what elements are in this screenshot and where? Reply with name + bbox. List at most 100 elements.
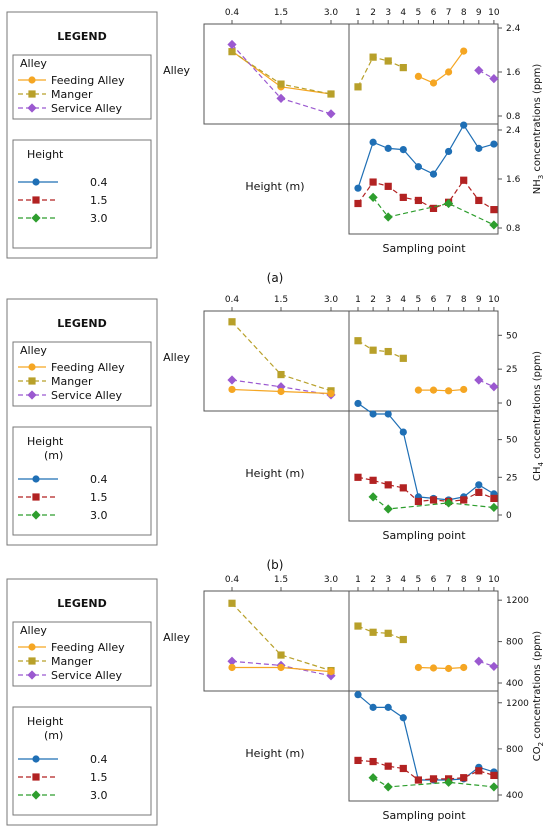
y-tick-label: 400: [506, 679, 523, 689]
legend-item-service-alley: Service Alley: [18, 389, 123, 402]
height-series-1-5-point-7: [460, 496, 468, 504]
interaction-series-service-alley: [227, 39, 336, 119]
interaction-series-feeding-alley-point-2: [327, 389, 335, 398]
height-series-3-0-point-1: [383, 782, 393, 792]
interaction-series-feeding-alley-point-0: [228, 663, 236, 672]
legend-item-service-alley: Service Alley: [18, 102, 123, 115]
sampling-tick-label: 9: [476, 295, 482, 305]
alley-series-feeding-alley-point-2: [445, 387, 453, 395]
alley-series-feeding-alley-point-1: [429, 79, 438, 87]
height-series-1-5-point-7: [460, 176, 468, 184]
legend-item-label: 3.0: [90, 509, 108, 522]
legend-item-manger: Manger: [18, 655, 93, 668]
height-series-1-5-line: [357, 179, 495, 211]
legend-height-title: Height: [27, 148, 64, 161]
sampling-tick-label: 5: [416, 295, 422, 305]
legend-item-label: 3.0: [90, 789, 108, 802]
height-series-3-0-point-3: [489, 782, 499, 792]
legend-alley-title: Alley: [20, 57, 47, 70]
height-tick-label: 1.5: [274, 575, 288, 585]
height-tick-label: 0.4: [225, 295, 240, 305]
height-series-3-0-line: [372, 197, 495, 226]
sampling-tick-label: 8: [461, 295, 467, 305]
legend-swatch-marker: [28, 76, 36, 84]
y-tick-label: 2.4: [506, 126, 521, 136]
height-series-0-4-point-1: [369, 703, 377, 711]
col-label-height: Height (m): [245, 747, 304, 760]
legend-title: LEGEND: [57, 317, 106, 330]
height-series-1-5-point-4: [414, 497, 422, 506]
legend-swatch-marker: [31, 510, 41, 520]
alley-series-manger: [354, 622, 407, 644]
alley-series-feeding-alley-point-3: [460, 385, 468, 394]
data-series: [227, 39, 499, 230]
row-label-alley: Alley: [163, 631, 190, 644]
height-series-0-4-point-5: [429, 170, 438, 178]
height-series-0-4: [354, 121, 498, 192]
interaction-series-manger-point-1: [277, 651, 285, 659]
interaction-series-service-alley-point-2: [326, 109, 336, 119]
y-tick-label: 50: [506, 436, 518, 446]
alley-series-manger: [354, 337, 407, 362]
y-tick-label: 1200: [506, 596, 529, 606]
alley-series-feeding-alley-point-1: [429, 664, 438, 672]
alley-series-manger-point-1: [369, 53, 377, 61]
height-series-3-0-point-0: [368, 192, 378, 202]
height-series-1-5-point-1: [369, 757, 377, 766]
legend-title: LEGEND: [57, 597, 106, 610]
legend-height-frame: [12, 139, 152, 249]
legend-item-label: Manger: [51, 88, 93, 101]
legend-swatch-marker: [28, 643, 36, 651]
height-series-0-4-point-3: [399, 714, 407, 722]
legend-swatch-marker: [28, 657, 36, 665]
legend-height-unit: (m): [44, 449, 63, 462]
sampling-tick-label: 3: [385, 575, 391, 585]
height-series-1-5-point-8: [475, 767, 483, 775]
height-series-0-4-point-0: [354, 399, 362, 408]
height-series-1-5-point-1: [369, 476, 377, 484]
height-series-3-0: [368, 192, 499, 230]
y-tick-label: 0: [506, 511, 512, 521]
legend-height-title: Height: [27, 435, 64, 448]
alley-series-manger-point-1: [369, 628, 377, 636]
height-series-3-0-point-2: [444, 198, 454, 209]
alley-series-manger-point-3: [399, 64, 407, 72]
height-series-0-4-point-9: [490, 140, 498, 148]
legend-item-height-1.5: 1.5: [18, 771, 108, 784]
legend-item-label: Feeding Alley: [51, 74, 125, 87]
legend-item-manger: Manger: [18, 88, 93, 101]
height-series-3-0-line: [372, 777, 494, 788]
plot-frames: [203, 590, 499, 802]
sampling-tick-label: 5: [416, 575, 422, 585]
alley-series-manger-point-1: [369, 346, 377, 354]
alley-series-service-alley-point-1: [489, 382, 499, 392]
legend-item-height-3.0: 3.0: [18, 509, 108, 522]
legend-item-label: Manger: [51, 375, 93, 388]
alley-series-manger-point-3: [399, 354, 407, 362]
height-plot-frame: [348, 690, 499, 802]
alley-series-manger-point-2: [384, 347, 392, 356]
alley-series-feeding-alley-point-3: [460, 47, 468, 55]
col-label-height: Height (m): [245, 467, 304, 480]
height-series-1-5-point-9: [490, 771, 498, 779]
height-series-0-4-point-3: [399, 146, 407, 154]
height-series-1-5-point-8: [475, 196, 483, 205]
height-series-0-4-point-2: [384, 144, 392, 152]
row-label-alley: Alley: [163, 351, 190, 364]
height-series-1-5-line: [357, 476, 495, 503]
legend-item-height-3.0: 3.0: [18, 212, 108, 225]
legend-swatch-marker: [28, 377, 36, 385]
interaction-series-service-alley-line: [231, 44, 332, 115]
height-series-1-5-point-0: [354, 756, 362, 765]
data-series: [227, 599, 499, 792]
height-series-1-5-point-5: [429, 496, 438, 504]
legend-item-label: 1.5: [90, 194, 108, 207]
alley-series-manger-point-2: [384, 629, 392, 637]
sampling-tick-label: 9: [476, 8, 482, 18]
legend-swatch-marker: [28, 363, 36, 371]
height-series-0-4-point-8: [475, 144, 483, 152]
height-series-0-4-line: [357, 402, 495, 501]
interaction-series-manger-point-0: [228, 599, 236, 607]
